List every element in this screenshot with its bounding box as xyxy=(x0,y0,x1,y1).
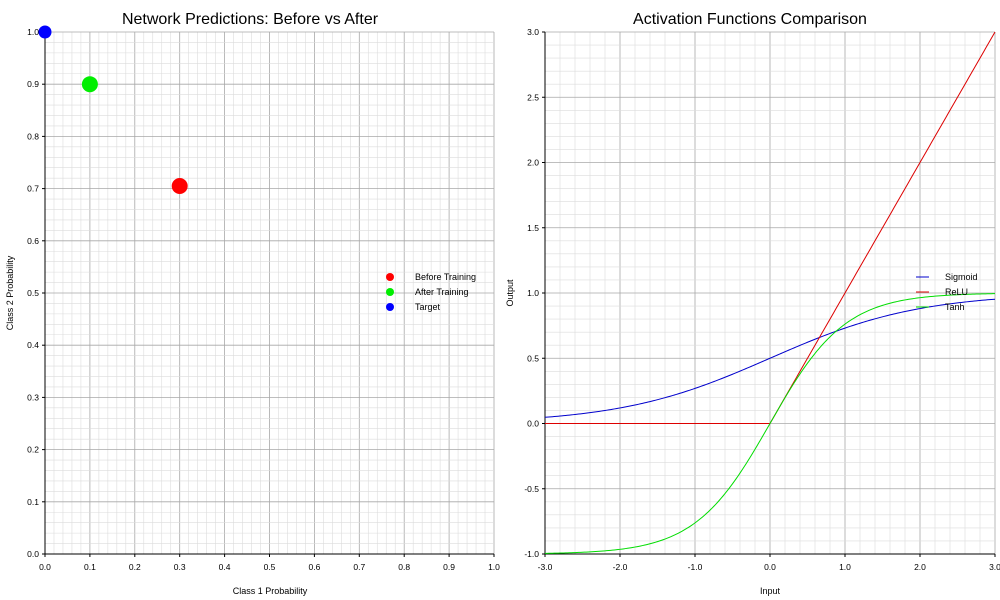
data-point xyxy=(38,25,52,39)
y-tick-label: 2.0 xyxy=(527,158,539,168)
x-tick-label: -2.0 xyxy=(613,562,628,572)
data-point xyxy=(81,76,98,93)
x-tick-label: 1.0 xyxy=(839,562,851,572)
x-tick-label: 0.3 xyxy=(174,562,186,572)
series-line xyxy=(544,298,996,418)
chart-title: Activation Functions Comparison xyxy=(633,11,867,28)
y-tick-label: 0.3 xyxy=(27,392,39,402)
legend: Sigmoid ReLU Tanh xyxy=(916,272,978,312)
x-tick-label: 0.0 xyxy=(39,562,51,572)
legend-label: After Training xyxy=(415,287,469,297)
x-tick-label: 0.5 xyxy=(264,562,276,572)
legend-label: Target xyxy=(415,302,441,312)
series-line xyxy=(544,293,996,554)
x-tick-label: 3.0 xyxy=(989,562,1000,572)
x-tick-label: 0.8 xyxy=(398,562,410,572)
y-tick-label: 0.6 xyxy=(27,236,39,246)
x-tick-label: -3.0 xyxy=(538,562,553,572)
legend-label: Sigmoid xyxy=(945,272,978,282)
x-tick-label: 2.0 xyxy=(914,562,926,572)
y-tick-label: 1.5 xyxy=(527,223,539,233)
legend-marker xyxy=(386,273,394,281)
y-tick-labels: -1.0 -0.5 0.0 0.5 1.0 1.5 2.0 2.5 3.0 xyxy=(524,27,539,559)
y-tick-label: 0.7 xyxy=(27,184,39,194)
axes xyxy=(42,31,495,557)
y-tick-label: -0.5 xyxy=(524,484,539,494)
y-tick-label: 0.8 xyxy=(27,131,39,141)
x-axis-label: Input xyxy=(760,586,781,596)
x-tick-label: 0.9 xyxy=(443,562,455,572)
x-tick-labels: 0.0 0.1 0.2 0.3 0.4 0.5 0.6 0.7 0.8 0.9 1.0 xyxy=(39,562,500,572)
y-tick-label: 0.2 xyxy=(27,445,39,455)
legend-marker xyxy=(386,288,394,296)
y-tick-label: 0.4 xyxy=(27,340,39,350)
legend-marker xyxy=(386,303,394,311)
x-axis-label: Class 1 Probability xyxy=(233,586,308,596)
x-tick-label: 0.7 xyxy=(353,562,365,572)
y-tick-label: 0.5 xyxy=(527,353,539,363)
axes xyxy=(542,31,996,557)
x-tick-label: 1.0 xyxy=(488,562,500,572)
y-tick-label: 0.0 xyxy=(527,419,539,429)
y-tick-label: 0.0 xyxy=(27,549,39,559)
y-tick-label: 2.5 xyxy=(527,92,539,102)
y-tick-label: 0.1 xyxy=(27,497,39,507)
x-tick-label: 0.0 xyxy=(764,562,776,572)
legend-label: Before Training xyxy=(415,272,476,282)
grid xyxy=(544,31,996,555)
y-tick-label: 0.9 xyxy=(27,79,39,89)
y-axis-label: Class 2 Probability xyxy=(5,255,15,330)
legend: Before Training After Training Target xyxy=(386,272,476,312)
series-lines xyxy=(544,31,996,554)
x-tick-label: 0.2 xyxy=(129,562,141,572)
scatter-chart: Network Predictions: Before vs After Cla… xyxy=(5,11,500,596)
x-tick-label: 0.1 xyxy=(84,562,96,572)
grid xyxy=(44,31,495,555)
y-tick-labels: 0.0 0.1 0.2 0.3 0.4 0.5 0.6 0.7 0.8 0.9 1.0 xyxy=(27,27,39,559)
y-tick-label: -1.0 xyxy=(524,549,539,559)
y-tick-label: 1.0 xyxy=(527,288,539,298)
y-tick-label: 1.0 xyxy=(27,27,39,37)
chart-title: Network Predictions: Before vs After xyxy=(122,11,379,28)
data-point xyxy=(171,177,188,194)
y-tick-label: 3.0 xyxy=(527,27,539,37)
y-tick-label: 0.5 xyxy=(27,288,39,298)
y-axis-label: Output xyxy=(505,279,515,307)
x-tick-labels: -3.0 -2.0 -1.0 0.0 1.0 2.0 3.0 xyxy=(538,562,1000,572)
x-tick-label: 0.4 xyxy=(219,562,231,572)
line-chart: Activation Functions Comparison Input Ou… xyxy=(505,11,1000,596)
data-points xyxy=(38,25,188,194)
legend-label: ReLU xyxy=(945,287,968,297)
x-tick-label: 0.6 xyxy=(308,562,320,572)
legend-label: Tanh xyxy=(945,302,965,312)
x-tick-label: -1.0 xyxy=(688,562,703,572)
